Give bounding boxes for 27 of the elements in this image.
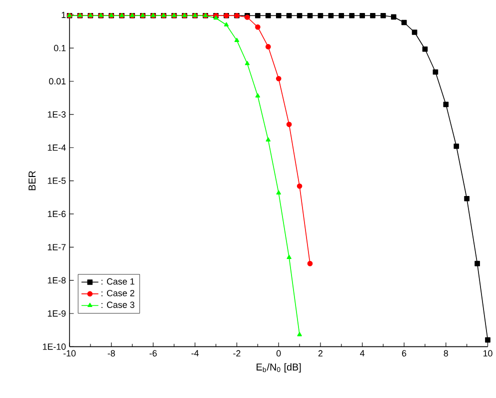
x-axis-title: E$_{b}$/N$_{0}$ [dB] [256,363,301,372]
x-tick-label: -2 [233,350,240,356]
x-tick-label: -4 [191,350,199,356]
x-tick-label: -10 [64,350,76,356]
y-tick-label: 1E-6 [48,210,66,217]
y-tick-label: 0.01 [49,78,66,84]
y-tick-label: 1E-7 [48,244,66,250]
y-tick-label: 1E-4 [48,144,66,151]
y-tick-label: 1E-10 [42,343,66,350]
x-tick-label: 10 [483,350,492,356]
x-tick-label: 2 [318,350,322,356]
x-tick-label: 4 [360,350,364,356]
x-tick-label: -6 [150,350,157,356]
x-tick-label: 0 [276,350,281,356]
legend-label: : Case 3 [102,301,134,308]
y-tick-label: 1E-5 [48,178,66,184]
legend-label: : Case 1 [102,278,134,284]
y-tick-label: 1E-3 [48,111,66,118]
y-tick-label: 0.1 [54,44,66,52]
legend-label: : Case 2 [102,290,134,296]
y-tick-label: 1 [62,12,66,18]
x-tick-label: 8 [444,350,448,356]
y-axis-title: BER [28,170,36,190]
x-tick-label: -8 [108,350,115,356]
y-tick-label: 1E-9 [48,310,66,317]
y-tick-label: 1E-8 [48,277,66,284]
x-tick-label: 6 [402,350,406,356]
